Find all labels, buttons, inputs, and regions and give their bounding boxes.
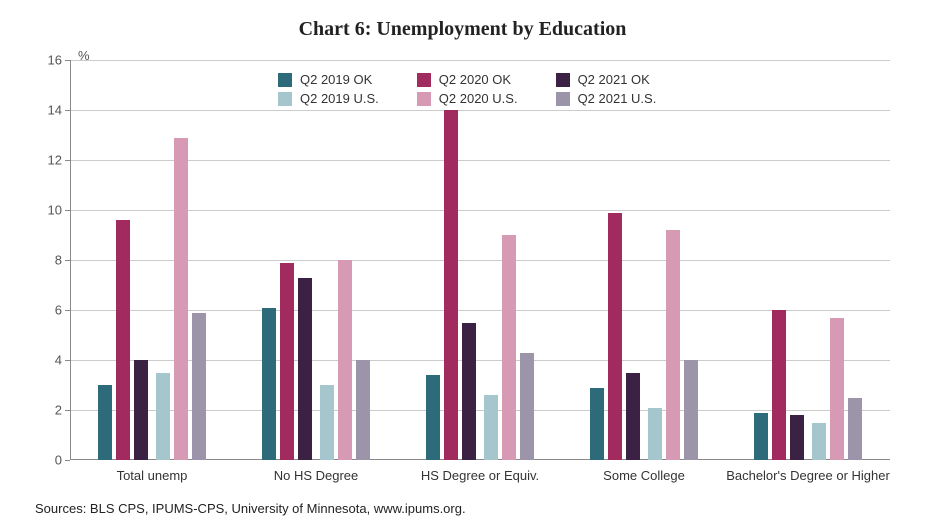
- y-tick-label: 2: [32, 403, 62, 418]
- legend-swatch: [556, 92, 570, 106]
- chart-container: Chart 6: Unemployment by Education % 024…: [0, 0, 925, 520]
- legend-item: Q2 2019 U.S.: [278, 91, 379, 106]
- bar: [444, 110, 458, 460]
- x-tick-label: HS Degree or Equiv.: [398, 468, 562, 484]
- y-tick-label: 4: [32, 353, 62, 368]
- bar: [648, 408, 662, 461]
- bar-group: [98, 60, 206, 460]
- bar: [134, 360, 148, 460]
- x-tick-label: Bachelor's Degree or Higher: [726, 468, 890, 484]
- bar: [626, 373, 640, 461]
- x-tick-label: No HS Degree: [234, 468, 398, 484]
- legend-label: Q2 2019 OK: [300, 72, 372, 87]
- bar: [116, 220, 130, 460]
- y-tick-label: 6: [32, 303, 62, 318]
- legend-label: Q2 2019 U.S.: [300, 91, 379, 106]
- legend-swatch: [556, 73, 570, 87]
- y-tick-label: 10: [32, 203, 62, 218]
- legend-item: Q2 2019 OK: [278, 72, 379, 87]
- y-axis: [70, 60, 71, 460]
- legend-item: Q2 2021 U.S.: [556, 91, 657, 106]
- bar: [608, 213, 622, 461]
- bar: [262, 308, 276, 461]
- bar-group: [262, 60, 370, 460]
- bar: [320, 385, 334, 460]
- bar: [98, 385, 112, 460]
- legend-item: Q2 2021 OK: [556, 72, 657, 87]
- legend-label: Q2 2020 U.S.: [439, 91, 518, 106]
- legend-swatch: [417, 73, 431, 87]
- x-tick-label: Some College: [562, 468, 726, 484]
- y-tick-label: 16: [32, 53, 62, 68]
- bar: [790, 415, 804, 460]
- bar: [590, 388, 604, 461]
- y-tick-mark: [65, 460, 70, 461]
- legend-swatch: [417, 92, 431, 106]
- bar: [192, 313, 206, 461]
- legend-swatch: [278, 92, 292, 106]
- y-tick-label: 12: [32, 153, 62, 168]
- bar: [484, 395, 498, 460]
- x-tick-label: Total unemp: [70, 468, 234, 484]
- bar: [812, 423, 826, 461]
- bar: [280, 263, 294, 461]
- bar-group: [590, 60, 698, 460]
- bar: [356, 360, 370, 460]
- bar: [848, 398, 862, 461]
- legend-label: Q2 2021 U.S.: [578, 91, 657, 106]
- bar: [684, 360, 698, 460]
- bar: [520, 353, 534, 461]
- bar: [338, 260, 352, 460]
- y-tick-label: 14: [32, 103, 62, 118]
- legend-label: Q2 2020 OK: [439, 72, 511, 87]
- y-tick-label: 8: [32, 253, 62, 268]
- bar: [462, 323, 476, 461]
- legend: Q2 2019 OK Q2 2020 OK Q2 2021 OK Q2 2019 U.…: [270, 68, 664, 110]
- bar-group: [754, 60, 862, 460]
- legend-swatch: [278, 73, 292, 87]
- bar: [298, 278, 312, 461]
- bar: [174, 138, 188, 461]
- legend-label: Q2 2021 OK: [578, 72, 650, 87]
- bar: [156, 373, 170, 461]
- legend-item: Q2 2020 U.S.: [417, 91, 518, 106]
- source-text: Sources: BLS CPS, IPUMS-CPS, University …: [35, 501, 466, 516]
- plot-area: 0246810121416Total unempNo HS DegreeHS D…: [70, 60, 890, 460]
- bar: [772, 310, 786, 460]
- bar: [754, 413, 768, 461]
- y-tick-label: 0: [32, 453, 62, 468]
- chart-title: Chart 6: Unemployment by Education: [0, 18, 925, 41]
- bar: [502, 235, 516, 460]
- bar: [426, 375, 440, 460]
- bar: [666, 230, 680, 460]
- bar-group: [426, 60, 534, 460]
- bar: [830, 318, 844, 461]
- legend-item: Q2 2020 OK: [417, 72, 518, 87]
